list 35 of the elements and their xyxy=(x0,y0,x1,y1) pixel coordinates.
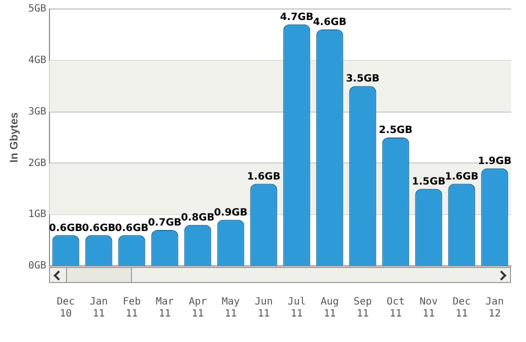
x-tick-label: Nov 11 xyxy=(420,296,438,320)
data-label: 0.6GB xyxy=(82,222,116,234)
y-tick-label: 2GB xyxy=(28,158,46,169)
data-label: 4.7GB xyxy=(280,12,314,24)
data-label: 2.5GB xyxy=(378,125,412,136)
data-label: 0.6GB xyxy=(114,222,149,234)
x-tick-label: Jul 11 xyxy=(288,296,306,320)
data-label: 0.8GB xyxy=(180,212,215,224)
y-tick-label: 5GB xyxy=(28,4,46,15)
data-label: 0.9GB xyxy=(214,207,248,218)
y-axis-title: In Gbytes xyxy=(8,112,21,163)
data-label: 1.5GB xyxy=(412,176,446,188)
x-tick-label: Sep 11 xyxy=(354,296,372,320)
x-tick-label: May 11 xyxy=(222,296,240,320)
x-tick-label: Dec 11 xyxy=(452,296,471,320)
data-label: 1.6GB xyxy=(444,171,478,182)
y-tick-label: 3GB xyxy=(28,106,46,118)
data-label: 1.9GB xyxy=(478,156,512,167)
data-label: 4.6GB xyxy=(312,17,346,28)
x-tick-label: Mar 11 xyxy=(156,296,174,320)
x-tick-label: Jan 11 xyxy=(90,296,108,320)
y-tick-label: 1GB xyxy=(28,209,46,220)
x-tick-label: Jun 11 xyxy=(254,296,273,320)
data-label: 3.5GB xyxy=(346,74,380,85)
data-label: 0.6GB xyxy=(48,222,83,234)
y-tick-label: 4GB xyxy=(28,54,46,66)
x-tick-label: Oct 11 xyxy=(386,296,405,320)
x-tick-label: Apr 11 xyxy=(188,296,207,320)
x-tick-label: Feb 11 xyxy=(122,296,141,320)
x-tick-label: Dec 10 xyxy=(56,296,75,320)
x-tick-label: Aug 11 xyxy=(320,296,339,320)
data-label: 1.6GB xyxy=(246,171,280,182)
y-tick-label: 0GB xyxy=(28,260,46,272)
data-label: 0.7GB xyxy=(148,218,182,229)
x-tick-label: Jan 12 xyxy=(486,296,504,320)
